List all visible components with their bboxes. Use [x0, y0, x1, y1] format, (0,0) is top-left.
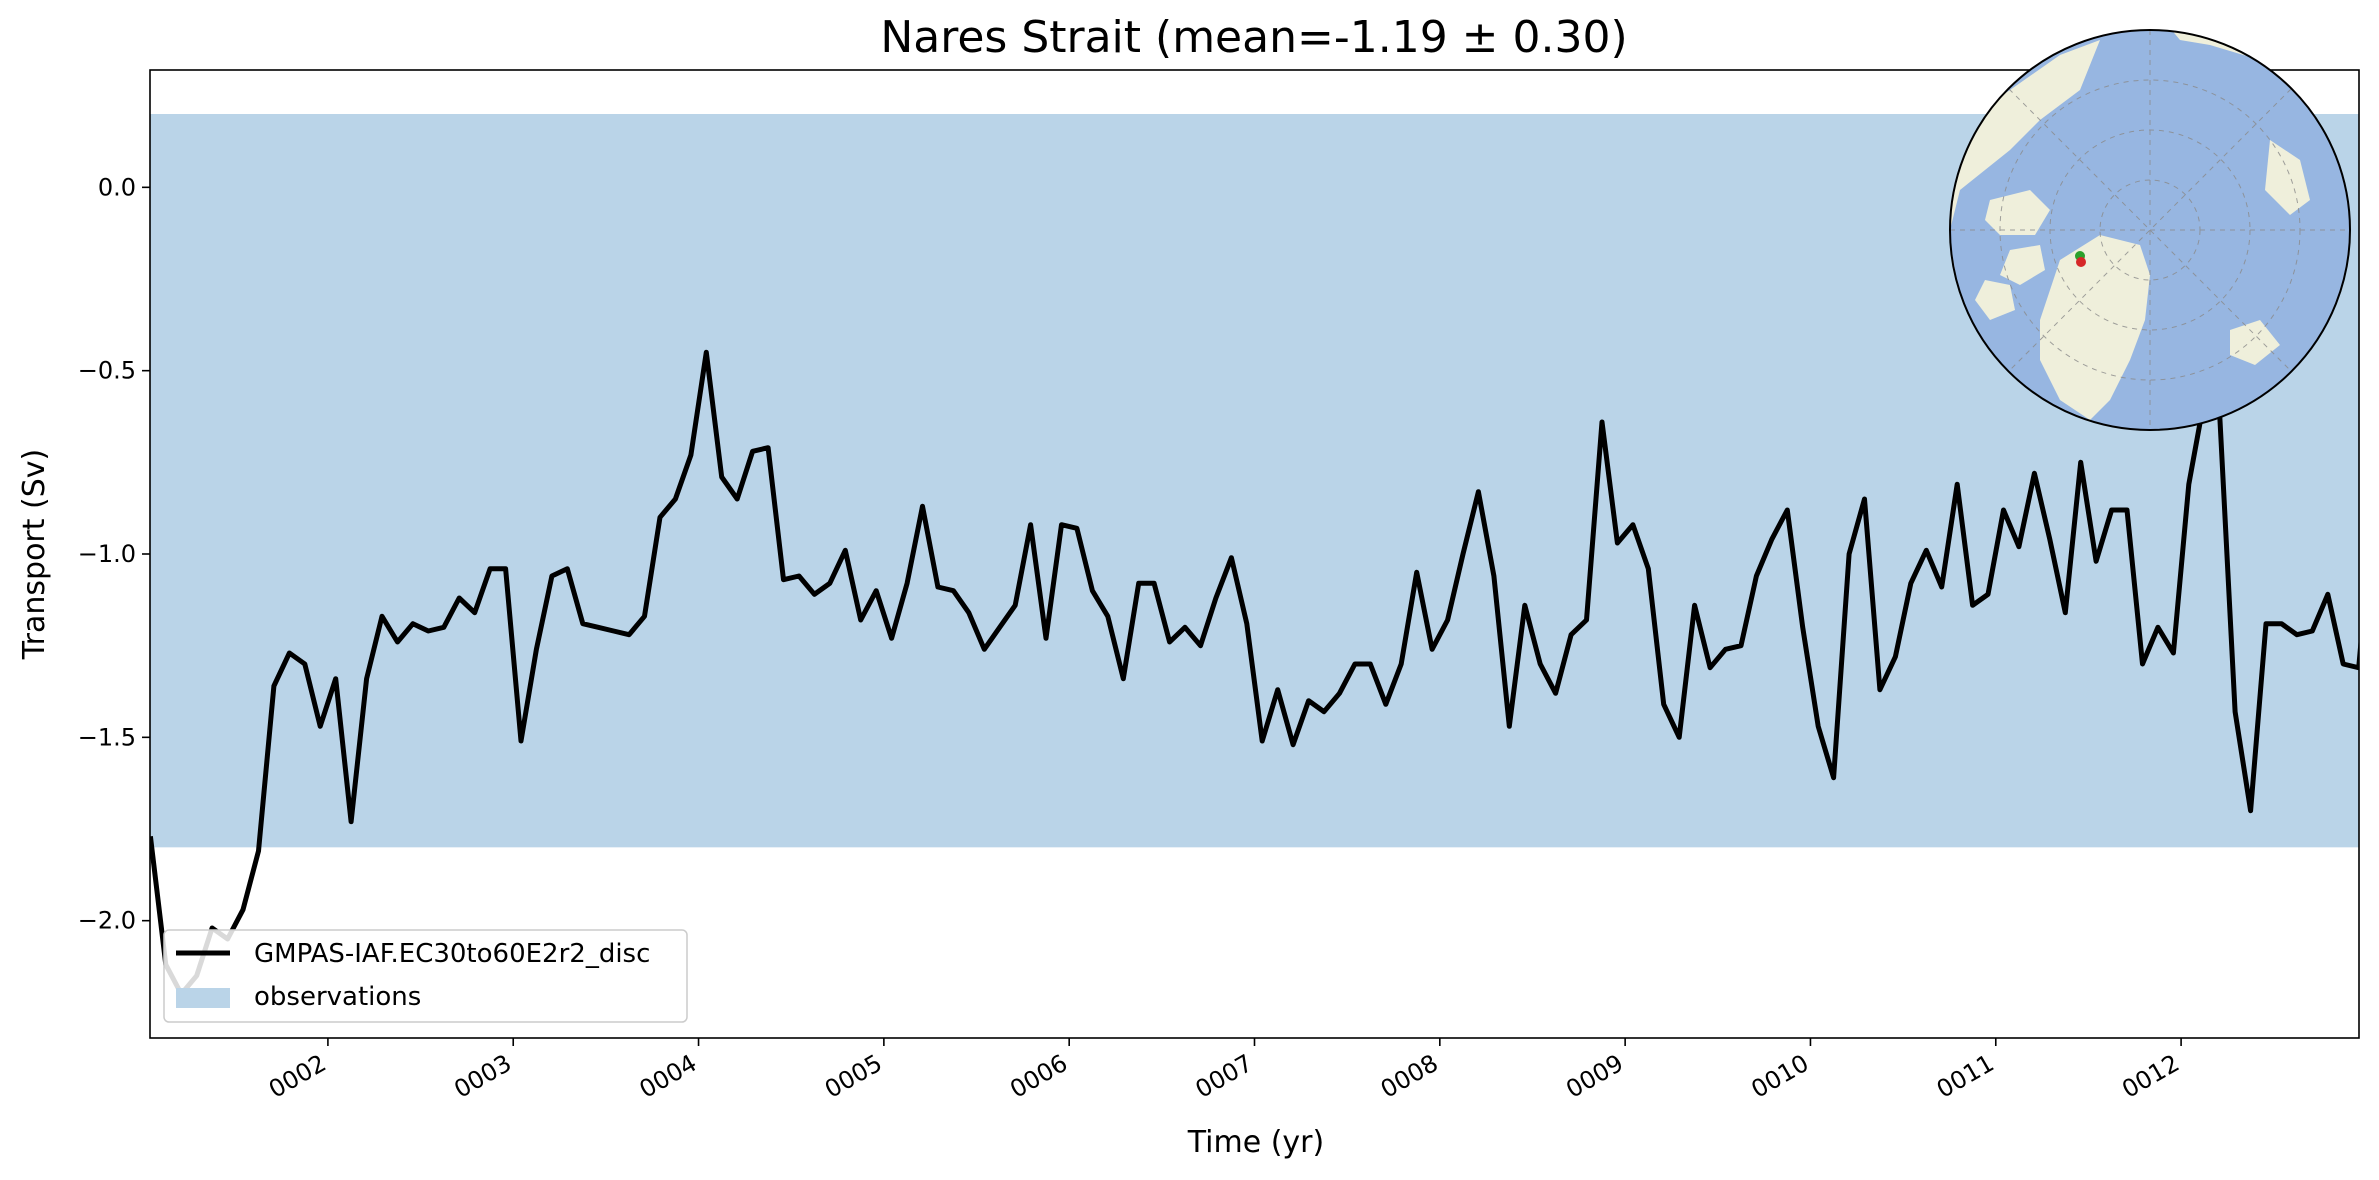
series-line-layer	[150, 349, 2359, 997]
chart-title: Nares Strait (mean=-1.19 ± 0.30)	[880, 12, 1627, 63]
y-tick-label: −1.0	[78, 540, 136, 568]
series-line-0	[150, 349, 2359, 997]
x-tick-label: 0010	[1747, 1049, 1814, 1104]
y-tick-label: −2.0	[78, 907, 136, 935]
x-axis-label: Time (yr)	[1187, 1125, 1324, 1160]
y-tick-label: −0.5	[78, 357, 136, 385]
legend-observations-swatch	[176, 988, 230, 1008]
legend-observations-label: observations	[254, 982, 421, 1012]
x-tick-label: 0005	[820, 1049, 887, 1104]
legend: GMPAS-IAF.EC30to60E2r2_disc observations	[163, 929, 688, 1023]
x-tick-label: 0007	[1191, 1049, 1258, 1104]
inset-graticule	[1950, 30, 2350, 430]
inset-border	[1949, 29, 2351, 431]
x-tick-label: 0003	[449, 1049, 516, 1104]
x-tick-label: 0009	[1561, 1049, 1628, 1104]
legend-box	[163, 929, 688, 1023]
x-tick-label: 0011	[1932, 1049, 1999, 1104]
x-tick-label: 0004	[635, 1049, 702, 1104]
x-tick-label: 0002	[264, 1049, 331, 1104]
y-tick-label: 0.0	[98, 173, 136, 201]
legend-series-label: GMPAS-IAF.EC30to60E2r2_disc	[254, 939, 650, 969]
y-axis-label: Transport (Sv)	[17, 449, 52, 661]
y-tick-label: −1.5	[78, 723, 136, 751]
inset-marker-red	[2076, 257, 2086, 267]
y-axis-ticks: 0.0 −0.5 −1.0 −1.5 −2.0	[78, 173, 150, 935]
x-tick-label: 0006	[1005, 1049, 1072, 1104]
x-tick-label: 0008	[1376, 1049, 1443, 1104]
x-axis-ticks: 0002 0003 0004 0005 0006 0007 0008 0009 0010 0011…	[264, 1038, 2184, 1104]
x-tick-label: 0012	[2117, 1049, 2184, 1104]
